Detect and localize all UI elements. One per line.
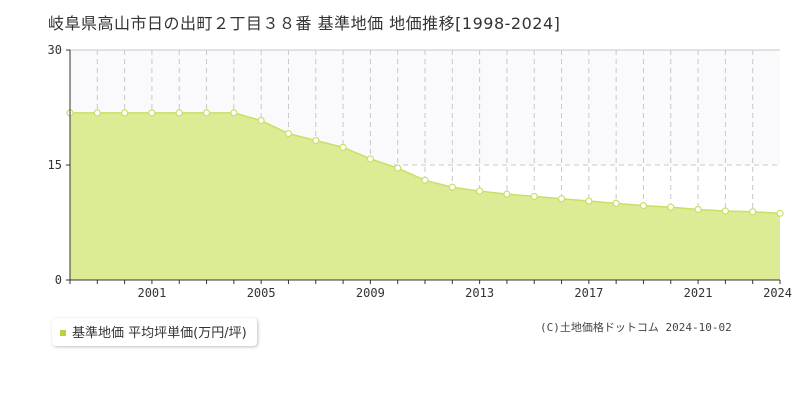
data-point-2014 <box>503 190 511 198</box>
data-point-2005 <box>257 116 265 125</box>
x-tick-label-2024: 2024 <box>763 286 792 300</box>
x-tick-label-2013: 2013 <box>465 286 494 300</box>
data-point-2001 <box>148 109 156 117</box>
data-point-2007 <box>312 136 320 145</box>
data-point-2008 <box>339 143 347 151</box>
legend: 基準地価 平均坪単価(万円/坪) <box>52 318 257 346</box>
x-tick-label-2001: 2001 <box>137 286 166 300</box>
data-point-2013 <box>476 187 484 195</box>
data-point-2003 <box>202 109 211 117</box>
data-point-2022 <box>721 207 729 215</box>
data-point-2012 <box>448 183 456 191</box>
x-tick-label-2009: 2009 <box>356 286 385 300</box>
data-point-2020 <box>667 203 675 211</box>
data-point-2004 <box>230 109 238 117</box>
data-point-2023 <box>749 208 757 216</box>
data-point-2018 <box>612 199 620 207</box>
legend-swatch-icon <box>60 329 66 336</box>
data-point-2002 <box>175 109 183 117</box>
data-point-2024 <box>776 209 784 217</box>
data-point-2011 <box>421 176 429 184</box>
legend-label: 基準地価 平均坪単価(万円/坪) <box>72 326 247 341</box>
data-point-2016 <box>557 195 566 203</box>
chart-title: 岐阜県高山市日の出町２丁目３８番 基準地価 地価推移[1998-2024] <box>48 14 561 33</box>
series-area <box>70 112 780 280</box>
x-tick-label-2021: 2021 <box>684 286 713 300</box>
data-point-2010 <box>394 164 402 172</box>
data-point-1999 <box>93 109 101 117</box>
data-point-2017 <box>585 197 593 205</box>
y-tick-label-30: 30 <box>48 43 62 57</box>
y-tick-label-0: 0 <box>55 273 62 287</box>
y-tick-label-15: 15 <box>48 158 62 172</box>
x-tick-label-2017: 2017 <box>574 286 603 300</box>
data-point-2015 <box>530 192 538 201</box>
data-point-2009 <box>366 155 374 163</box>
data-point-2000 <box>121 109 129 117</box>
copyright-text: (C)土地価格ドットコム 2024-10-02 <box>540 321 732 334</box>
data-point-2019 <box>639 202 648 210</box>
data-point-2006 <box>284 129 293 138</box>
x-tick-label-2005: 2005 <box>247 286 276 300</box>
data-point-2021 <box>694 205 702 214</box>
